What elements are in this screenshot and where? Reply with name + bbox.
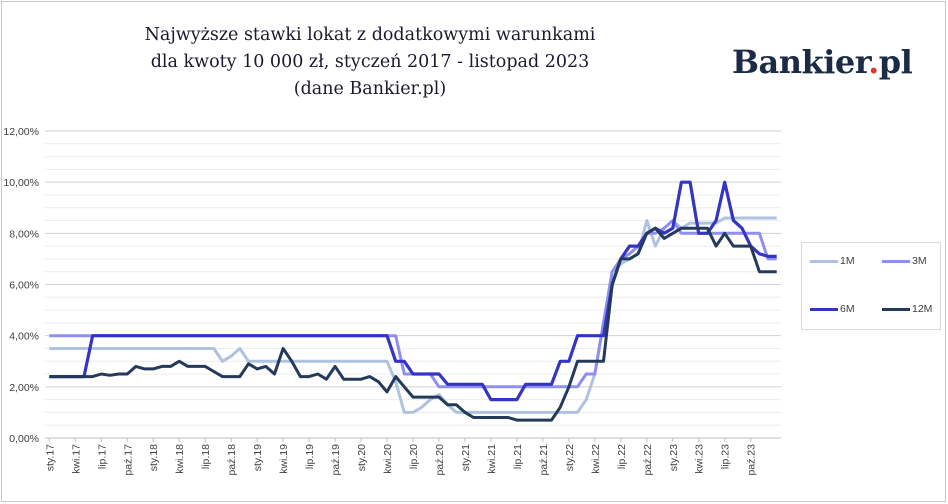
logo-suffix: pl [878, 43, 913, 81]
chart-title: Najwyższe stawki lokat z dodatkowymi war… [140, 22, 600, 103]
bankier-logo: Bankier.pl [732, 43, 913, 81]
x-tick-label: kwi.21 [486, 444, 498, 474]
x-tick-label: lip.17 [96, 444, 108, 469]
x-tick-label: lip.20 [408, 444, 420, 469]
x-tick-label: sty.18 [148, 444, 160, 471]
x-tick-label: sty.17 [44, 444, 56, 471]
x-tick-label: paź.18 [226, 444, 238, 476]
gridlines [45, 130, 781, 439]
x-tick-label: kwi.17 [70, 444, 82, 474]
legend-label-12m: 12M [912, 303, 933, 315]
series-line-12m [49, 226, 777, 422]
legend-item-3m: 3M [882, 255, 927, 267]
legend-swatch-1m [810, 259, 838, 263]
legend-swatch-12m [882, 307, 910, 311]
chart-legend: 1M 3M 6M 12M [801, 242, 941, 330]
x-tick-label: sty.19 [252, 444, 264, 471]
legend-label-6m: 6M [840, 303, 855, 315]
legend-swatch-6m [810, 307, 838, 311]
x-tick-label: lip.22 [616, 444, 628, 469]
legend-item-6m: 6M [810, 303, 855, 315]
x-tick-label: sty.20 [356, 444, 368, 471]
legend-label-3m: 3M [912, 255, 927, 267]
x-tick-label: paź.23 [746, 444, 758, 476]
x-tick-label: paź.19 [330, 444, 342, 476]
y-tick-label: 4,00% [9, 331, 39, 343]
x-tick-label: paź.21 [538, 444, 550, 476]
y-tick-label: 2,00% [9, 382, 39, 394]
logo-text: Bankier [732, 43, 869, 81]
legend-swatch-3m [882, 259, 910, 263]
x-axis-ticks: sty.17 kwi.17 lip.17 paź.17 sty.18 kwi.18 lip.… [44, 438, 758, 476]
x-tick-label: paź.22 [642, 444, 654, 476]
legend-label-1m: 1M [840, 255, 855, 267]
chart-title-line-2: dla kwoty 10 000 zł, styczeń 2017 - list… [150, 52, 590, 72]
x-tick-label: lip.19 [304, 444, 316, 469]
chart-title-line-1: Najwyższe stawki lokat z dodatkowymi war… [144, 25, 596, 45]
x-tick-label: paź.17 [122, 444, 134, 476]
x-tick-label: kwi.19 [278, 444, 290, 474]
x-tick-label: kwi.18 [174, 444, 186, 474]
y-tick-label: 6,00% [9, 280, 39, 292]
x-tick-label: sty.21 [460, 444, 472, 471]
series-line-1m [49, 216, 777, 414]
x-tick-label: paź.20 [434, 444, 446, 476]
x-tick-label: sty.22 [564, 444, 576, 471]
series-lines [49, 180, 777, 422]
logo-dot: . [868, 43, 879, 81]
y-tick-label: 10,00% [3, 177, 39, 189]
series-line-3m [49, 219, 777, 389]
y-tick-label: 8,00% [9, 228, 39, 240]
y-tick-label: 0,00% [9, 433, 39, 445]
legend-item-12m: 12M [882, 303, 932, 315]
y-axis-ticks: 0,00% 2,00% 4,00% 6,00% 8,00% 10,00% 12,00% [3, 126, 39, 445]
x-tick-label: kwi.23 [694, 444, 706, 474]
x-tick-label: lip.21 [512, 444, 524, 469]
legend-item-1m: 1M [810, 255, 855, 267]
x-tick-label: lip.23 [720, 444, 732, 469]
chart-title-line-3: (dane Bankier.pl) [293, 79, 447, 99]
y-tick-label: 12,00% [3, 126, 39, 138]
x-tick-label: kwi.20 [382, 444, 394, 474]
x-tick-label: sty.23 [668, 444, 680, 471]
x-tick-label: lip.18 [200, 444, 212, 469]
x-tick-label: kwi.22 [590, 444, 602, 474]
